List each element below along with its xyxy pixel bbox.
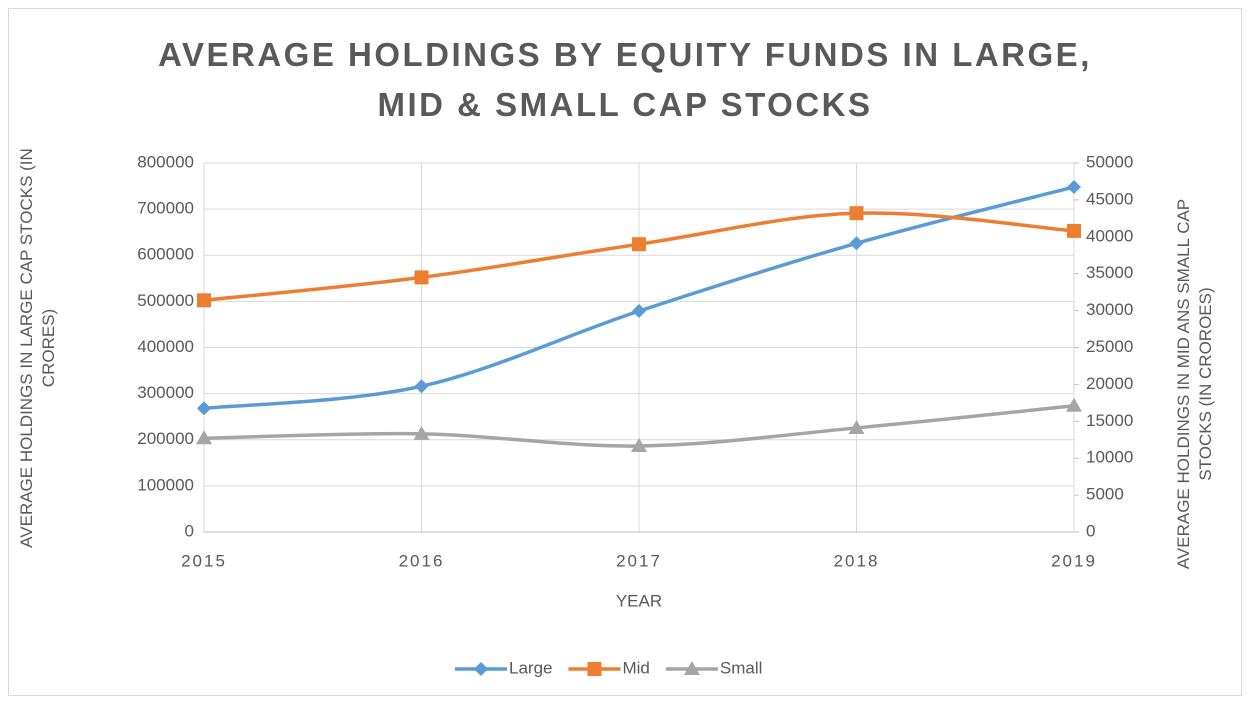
legend-label: Mid (622, 658, 649, 677)
y-tick-label: 800000 (137, 152, 194, 171)
y2-tick-label: 40000 (1086, 226, 1133, 245)
y2-axis-label: AVERAGE HOLDINGS IN MID ANS SMALL CAP ST… (1174, 198, 1215, 570)
y-tick-label: 500000 (137, 291, 194, 310)
marker (848, 419, 865, 434)
y2-tick-label: 30000 (1086, 300, 1133, 319)
marker (197, 401, 211, 416)
chart-border (8, 8, 1242, 696)
y2-tick-label: 35000 (1086, 263, 1133, 282)
marker (1067, 223, 1081, 238)
x-tick-label: 2018 (834, 551, 880, 570)
y2-tick-label: 50000 (1086, 152, 1133, 171)
y2-tick-label: 0 (1086, 521, 1095, 540)
marker (632, 304, 646, 319)
marker (683, 661, 700, 675)
y2-tick-label: 25000 (1086, 337, 1133, 356)
y2-tick-label: 15000 (1086, 411, 1133, 430)
y2-tick-label: 45000 (1086, 189, 1133, 208)
y-tick-label: 400000 (137, 337, 194, 356)
marker (587, 662, 602, 676)
y-tick-label: 200000 (137, 429, 194, 448)
y-tick-label: 600000 (137, 245, 194, 264)
x-tick-label: 2019 (1051, 551, 1097, 570)
marker (849, 236, 864, 251)
y2-tick-label: 20000 (1086, 374, 1133, 393)
marker (1067, 179, 1081, 194)
marker (414, 270, 429, 285)
y-tick-label: 100000 (137, 475, 194, 494)
marker (196, 430, 212, 445)
chart-title: AVERAGE HOLDINGS BY EQUITY FUNDS IN LARG… (158, 36, 1092, 123)
marker (414, 379, 429, 394)
y2-tick-label: 10000 (1086, 448, 1133, 467)
y-tick-label: 700000 (137, 199, 194, 218)
y-axis-label: AVERAGE HOLDINGS IN LARGE CAP STOCKS (IN… (17, 148, 58, 548)
marker (632, 237, 646, 252)
y-tick-label: 0 (185, 521, 194, 540)
legend-label: Large (509, 658, 552, 677)
y-tick-label: 300000 (137, 383, 194, 402)
x-tick-label: 2015 (181, 551, 227, 570)
marker (474, 662, 488, 676)
marker (413, 425, 430, 440)
y2-tick-label: 5000 (1086, 485, 1124, 504)
legend-label: Small (720, 658, 763, 677)
x-axis-label: YEAR (616, 591, 662, 610)
marker (1066, 397, 1082, 412)
x-tick-label: 2017 (616, 551, 662, 570)
marker (849, 206, 864, 221)
x-tick-label: 2016 (399, 551, 445, 570)
marker (197, 293, 211, 308)
marker (631, 438, 647, 453)
